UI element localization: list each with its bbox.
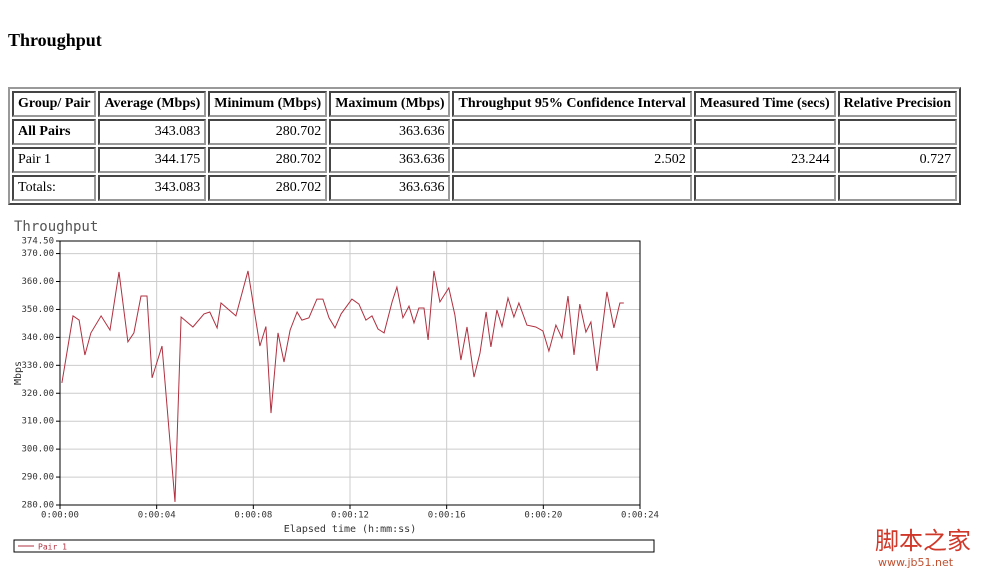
- header-cell: Group/ Pair: [12, 91, 97, 117]
- table-cell: [693, 119, 836, 145]
- x-tick-label: 0:00:04: [138, 511, 176, 521]
- y-tick-label: 360.00: [21, 277, 54, 287]
- x-axis-label: Elapsed time (h:mm:ss): [284, 524, 416, 535]
- header-cell: Minimum (Mbps): [208, 91, 328, 117]
- table-cell: 280.702: [208, 147, 328, 173]
- table-cell: 280.702: [208, 175, 328, 201]
- legend-box: [13, 539, 655, 553]
- page-title: Throughput: [8, 30, 102, 50]
- y-tick-label: 290.00: [21, 473, 54, 483]
- y-tick-label: 340.00: [21, 333, 54, 343]
- table-cell: 343.083: [98, 175, 207, 201]
- y-tick-label: 320.00: [21, 389, 54, 399]
- throughput-table: Group/ Pair Average (Mbps) Minimum (Mbps) M…: [8, 87, 962, 205]
- table-cell: 363.636: [329, 147, 451, 173]
- header-cell: Maximum (Mbps): [329, 91, 451, 117]
- x-tick-label: 0:00:16: [428, 511, 466, 521]
- table-cell: 363.636: [329, 175, 451, 201]
- header-cell: Relative Precision: [837, 91, 958, 117]
- table-cell: 363.636: [329, 119, 451, 145]
- x-tick-label: 0:00:08: [234, 511, 272, 521]
- y-tick-label: 370.00: [21, 249, 54, 259]
- legend-label: Pair 1: [38, 543, 67, 552]
- table-row: Pair 1 344.175 280.702 363.636 2.502 23.244 0.…: [12, 147, 958, 173]
- header-cell: Average (Mbps): [98, 91, 207, 117]
- table-cell: [837, 119, 958, 145]
- table-cell: 23.244: [693, 147, 836, 173]
- table-cell: [452, 119, 692, 145]
- y-axis-label: Mbps: [13, 361, 24, 385]
- table-cell: [837, 175, 958, 201]
- table-cell: 280.702: [208, 119, 328, 145]
- watermark-url: www.jb51.net: [878, 556, 954, 569]
- x-tick-label: 0:00:00: [41, 511, 79, 521]
- table-cell: 2.502: [452, 147, 692, 173]
- y-tick-label: 280.00: [21, 501, 54, 511]
- series-line: [61, 270, 624, 502]
- table-cell: [452, 175, 692, 201]
- table-cell: Totals:: [12, 175, 97, 201]
- y-tick-label: 310.00: [21, 417, 54, 427]
- chart-title: Throughput: [14, 219, 98, 235]
- y-tick-label: 300.00: [21, 445, 54, 455]
- x-tick-label: 0:00:12: [331, 511, 369, 521]
- table-cell: [693, 175, 836, 201]
- x-tick-label: 0:00:20: [524, 511, 562, 521]
- header-row: Group/ Pair Average (Mbps) Minimum (Mbps) M…: [12, 91, 958, 117]
- y-tick-label: 330.00: [21, 361, 54, 371]
- x-tick-label: 0:00:24: [621, 511, 659, 521]
- table-cell: All Pairs: [12, 119, 97, 145]
- y-tick-label: 374.50: [21, 237, 54, 247]
- watermark-name: 脚本之家: [875, 527, 971, 555]
- plot-frame: [59, 240, 641, 506]
- header-cell: Measured Time (secs): [693, 91, 836, 117]
- table-cell: 344.175: [98, 147, 207, 173]
- table-cell: 343.083: [98, 119, 207, 145]
- table-cell: 0.727: [837, 147, 958, 173]
- y-tick-label: 350.00: [21, 305, 54, 315]
- table-row: All Pairs 343.083 280.702 363.636: [12, 119, 958, 145]
- table-cell: Pair 1: [12, 147, 97, 173]
- table-row: Totals: 343.083 280.702 363.636: [12, 175, 958, 201]
- header-cell: Throughput 95% Confidence Interval: [452, 91, 692, 117]
